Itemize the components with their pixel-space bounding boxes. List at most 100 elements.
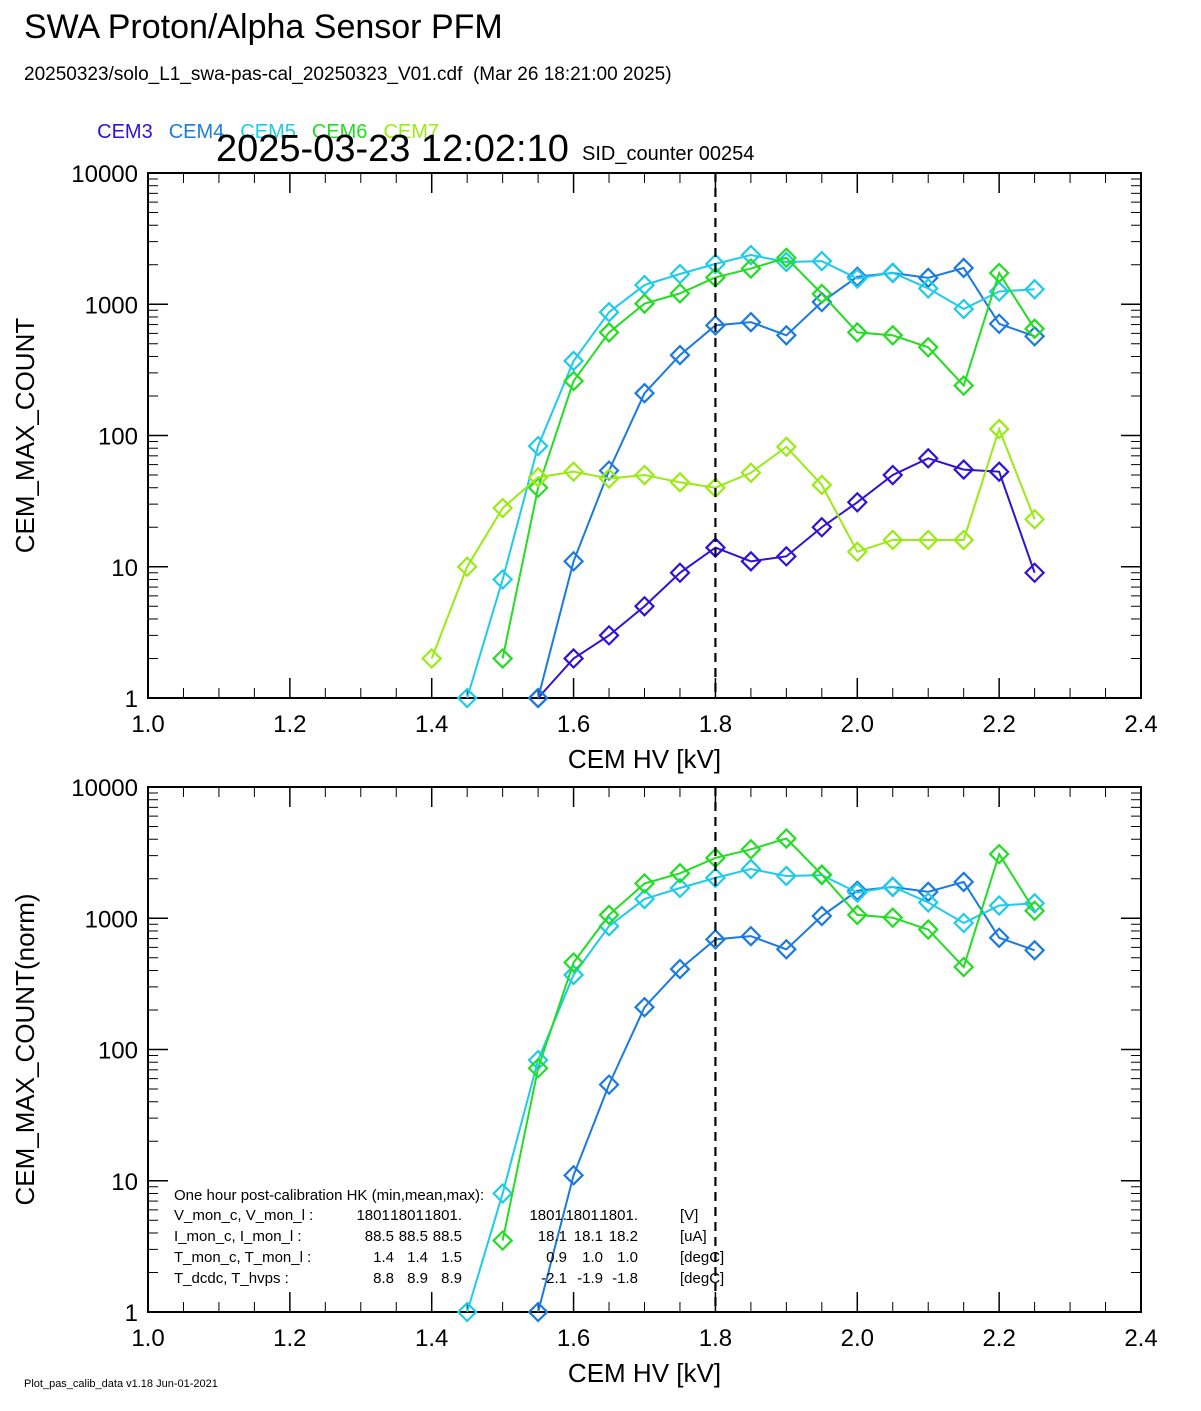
data-point-cem5	[527, 435, 549, 457]
data-point-cem3	[953, 459, 975, 481]
hk-value: -2.1	[541, 1270, 567, 1287]
y-tick-label: 10	[111, 555, 138, 582]
data-point-cem3	[882, 464, 904, 486]
data-point-cem6	[563, 370, 585, 392]
hk-value: 1801.	[390, 1207, 428, 1224]
hk-value: -1.8	[612, 1270, 638, 1287]
series-line-cem6	[501, 837, 1036, 1241]
data-point-cem3	[1024, 562, 1046, 584]
data-point-cem6	[598, 904, 620, 926]
data-point-cem4	[633, 382, 656, 404]
hk-unit: [degC]	[680, 1249, 724, 1266]
hk-value: 1.0	[617, 1249, 638, 1266]
x-tick-label: 1.8	[699, 1325, 732, 1352]
hk-row-label: I_mon_c, I_mon_l :	[174, 1228, 302, 1245]
data-point-cem6	[882, 324, 904, 346]
panel-2: 1.0 1.2 1.4 1.6 1.8 2.0 2.2 2.4 1 10 100 1000 10000 C…	[10, 775, 1158, 1388]
plot-frame	[147, 172, 1142, 699]
legend-item-cem6: CEM6	[311, 121, 368, 143]
x-tick-label: 2.4	[1124, 1325, 1157, 1352]
hk-row-label: T_dcdc, T_hvps :	[174, 1270, 289, 1287]
hk-value: 1.5	[441, 1249, 462, 1266]
data-point-cem6	[633, 293, 656, 315]
data-point-cem5	[775, 865, 797, 887]
data-point-cem7	[740, 462, 762, 484]
data-point-cem7	[421, 647, 443, 670]
series-line-cem3	[537, 457, 1036, 699]
series-line-cem6	[501, 256, 1036, 659]
data-point-cem7	[1024, 508, 1046, 530]
data-point-cem6	[988, 262, 1010, 284]
data-point-cem3	[669, 562, 691, 584]
y-tick-label: 100	[98, 424, 138, 451]
file-subtitle: 20250323/solo_L1_swa-pas-cal_20250323_V0…	[24, 64, 672, 85]
hk-row-label: T_mon_c, T_mon_l :	[174, 1249, 311, 1266]
data-point-cem5	[492, 568, 514, 591]
panel-1: 1.0 1.2 1.4 1.6 1.8 2.0 2.2 2.4 1 10 100 1000 10000 C…	[10, 161, 1158, 774]
hk-value: 18.2	[609, 1228, 638, 1245]
data-point-cem6	[563, 951, 585, 974]
hk-value: -1.9	[577, 1270, 603, 1287]
y-axis-label: CEM_MAX_COUNT	[10, 318, 40, 554]
y-tick-label: 100	[98, 1038, 138, 1065]
data-point-cem7	[988, 418, 1010, 440]
data-point-cem4	[527, 1301, 549, 1323]
x-tick-label: 1.2	[273, 1325, 306, 1352]
hk-value: 1801.	[565, 1207, 603, 1224]
legend-item-cem5: CEM5	[240, 121, 296, 143]
data-point-cem7	[456, 556, 478, 578]
data-point-cem3	[633, 595, 656, 617]
x-tick-label: 2.0	[841, 1325, 874, 1352]
hk-value: 1801.	[600, 1207, 638, 1224]
data-point-cem5	[492, 1182, 514, 1205]
series-line-cem4	[537, 266, 1035, 699]
data-point-cem7	[598, 467, 620, 490]
timestamp: 2025-03-23 12:02:10	[216, 128, 569, 170]
hk-row-label: V_mon_c, V_mon_l :	[174, 1207, 313, 1224]
data-point-cem4	[1024, 939, 1046, 961]
sid-counter: SID_counter 00254	[582, 143, 755, 165]
hk-unit: [V]	[680, 1207, 698, 1224]
hk-value: 18.1	[574, 1228, 603, 1245]
y-tick-label: 1000	[85, 906, 138, 933]
x-axis-label: CEM HV [kV]	[568, 744, 721, 774]
data-point-cem4	[527, 687, 549, 709]
data-point-cem4	[775, 938, 797, 960]
page-title: SWA Proton/Alpha Sensor PFM	[24, 8, 503, 46]
data-point-cem5	[704, 253, 726, 275]
data-point-cem6	[527, 1057, 549, 1079]
x-tick-label: 2.2	[982, 1325, 1015, 1352]
data-point-cem6	[811, 864, 833, 886]
data-point-cem3	[846, 491, 868, 513]
hk-value: 88.5	[433, 1228, 462, 1245]
legend-item-cem4: CEM4	[168, 121, 225, 143]
data-point-cem6	[740, 258, 762, 280]
data-point-cem5	[953, 912, 975, 934]
hk-value: 1801.	[424, 1207, 462, 1224]
data-point-cem6	[1024, 900, 1046, 922]
data-point-cem6	[917, 336, 939, 358]
data-point-cem6	[846, 904, 868, 926]
x-tick-label: 1.4	[415, 1325, 448, 1352]
data-point-cem4	[953, 871, 975, 893]
series-group	[421, 244, 1046, 709]
data-point-cem6	[598, 321, 620, 343]
data-point-cem4	[811, 905, 833, 927]
data-point-cem4	[669, 344, 691, 366]
legend-item-cem3: CEM3	[97, 121, 153, 143]
hk-value: 0.9	[546, 1249, 567, 1266]
data-point-cem6	[740, 838, 762, 860]
data-point-cem5	[988, 894, 1010, 917]
data-point-cem6	[669, 862, 691, 884]
data-point-cem6	[775, 247, 797, 269]
data-point-cem5	[917, 277, 939, 299]
data-point-cem7	[811, 474, 833, 496]
hk-unit: [degC]	[680, 1270, 724, 1287]
data-point-cem6	[527, 477, 549, 499]
y-tick-label: 10	[111, 1169, 138, 1196]
hk-value: 8.8	[373, 1270, 394, 1287]
data-point-cem6	[811, 283, 833, 305]
data-point-cem4	[563, 1164, 585, 1186]
data-point-cem5	[882, 262, 904, 284]
